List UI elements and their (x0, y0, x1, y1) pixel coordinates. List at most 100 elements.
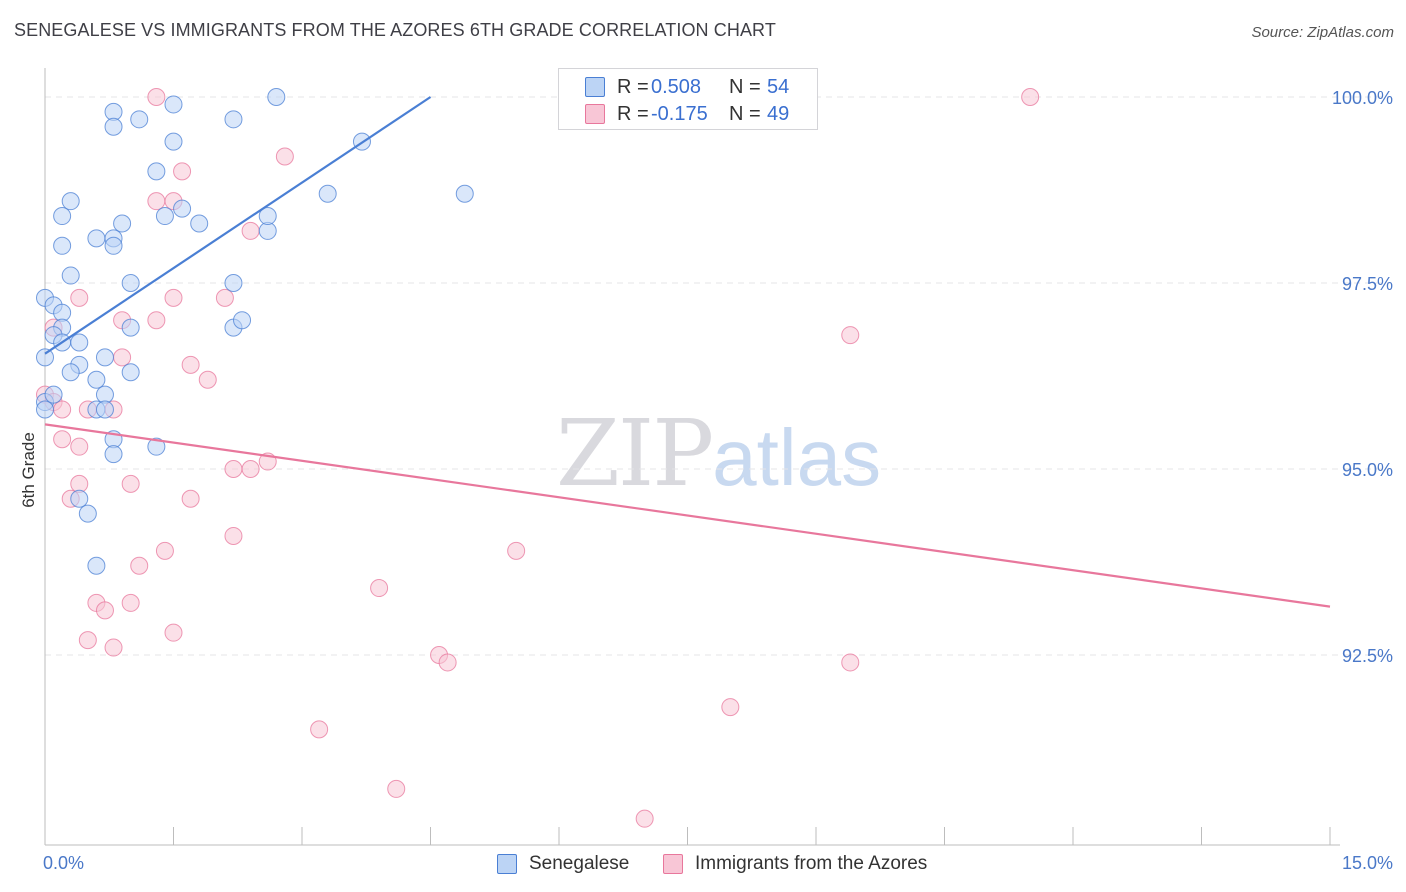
bottom-legend-label: Immigrants from the Azores (695, 853, 928, 874)
legend-row-senegalese: R = 0.508 N = 54 (585, 75, 789, 99)
azores-point (164, 623, 183, 642)
senegalese-point (95, 400, 114, 419)
legend-row-azores: R = -0.175 N = 49 (585, 102, 789, 126)
legend-r-value: -0.175 (651, 102, 708, 125)
y-tick-label: 100.0% (1332, 88, 1393, 108)
azores-point (215, 288, 234, 307)
legend-r-value: 0.508 (651, 75, 702, 98)
senegalese-point (61, 266, 80, 285)
azores-point (121, 474, 140, 493)
azores-point (310, 720, 329, 739)
bottom-legend-azores: Immigrants from the Azores (663, 852, 927, 876)
y-axis-label: 6th Grade (19, 432, 38, 508)
watermark-atlas: atlas (712, 413, 882, 502)
senegalese-point (104, 236, 123, 255)
x-tick-label: 15.0% (1342, 853, 1393, 873)
azores-point (841, 653, 860, 672)
senegalese-point (61, 192, 80, 211)
azores-point (173, 162, 192, 181)
axes (44, 68, 1340, 846)
senegalese-point (164, 95, 183, 114)
senegalese-point (155, 207, 174, 226)
senegalese-point (147, 437, 166, 456)
y-tick-label: 92.5% (1342, 646, 1393, 666)
azores-point (181, 355, 200, 374)
senegalese-point (224, 274, 243, 292)
senegalese-point (87, 556, 106, 575)
azores-point (104, 638, 123, 657)
azores-point (370, 579, 389, 598)
azores-point (507, 541, 526, 560)
senegalese-point (147, 162, 166, 181)
azores-point (198, 370, 217, 389)
senegalese-point (53, 236, 72, 255)
azores-point (438, 653, 457, 672)
azores-point (53, 430, 72, 449)
legend-r-label: R = (617, 102, 649, 125)
azores-point (387, 779, 406, 798)
legend-swatch-pink (585, 104, 605, 124)
senegalese-point (233, 311, 252, 330)
senegalese-point (53, 207, 72, 226)
legend-n-value: 49 (767, 102, 790, 125)
senegalese-point (87, 229, 106, 248)
senegalese-point (121, 274, 140, 292)
azores-point (113, 348, 132, 367)
legend-r-label: R = (617, 75, 649, 98)
source-label: Source: ZipAtlas.com (1251, 24, 1394, 41)
y-tick-label: 95.0% (1342, 460, 1393, 480)
azores-point (70, 437, 89, 456)
senegalese-point (173, 199, 192, 218)
azores-point (181, 489, 200, 508)
senegalese-point (121, 363, 140, 382)
watermark-zip: ZIP (556, 400, 714, 507)
x-tick-label: 0.0% (43, 853, 84, 873)
senegalese-point (130, 110, 149, 129)
senegalese-trend-line (44, 96, 432, 355)
senegalese-point (455, 184, 474, 203)
azores-point (224, 526, 243, 545)
senegalese-point (70, 489, 89, 508)
azores-point (147, 88, 166, 106)
senegalese-point (224, 110, 243, 129)
azores-point (721, 698, 740, 717)
correlation-legend: R = 0.508 N = 54 R = -0.175 N = 49 (558, 68, 818, 130)
tick-labels: 100.0% 97.5% 95.0% 92.5% 0.0% 15.0% (43, 88, 1393, 873)
azores-point (70, 288, 89, 307)
legend-n-label: N = (729, 102, 761, 125)
senegalese-point (258, 207, 277, 226)
azores-point (130, 556, 149, 575)
azores-point (224, 460, 243, 478)
bottom-legend-label: Senegalese (529, 853, 630, 874)
azores-point (841, 326, 860, 345)
azores-point (95, 601, 114, 620)
azores-point (147, 311, 166, 330)
senegalese-point (267, 88, 286, 106)
senegalese-point (61, 363, 80, 382)
senegalese-point (190, 214, 209, 233)
senegalese-point (36, 348, 54, 367)
azores-point (155, 541, 174, 560)
senegalese-point (95, 348, 114, 367)
bottom-legend-senegalese: Senegalese (497, 852, 629, 876)
azores-point (53, 400, 72, 419)
azores-point (241, 460, 260, 478)
trend-lines (44, 96, 1331, 608)
bottom-legend-swatch-blue (497, 854, 517, 874)
senegalese-point (121, 318, 140, 337)
azores-point (241, 221, 260, 240)
bottom-legend-swatch-pink (663, 854, 683, 874)
y-tick-label: 97.5% (1342, 274, 1393, 294)
azores-point (635, 809, 654, 828)
azores-trend-line (44, 423, 1331, 608)
legend-swatch-blue (585, 77, 605, 97)
senegalese-point (318, 184, 337, 203)
senegalese-point (70, 333, 89, 352)
senegalese-point (113, 214, 132, 233)
chart-title: SENEGALESE VS IMMIGRANTS FROM THE AZORES… (14, 20, 776, 40)
gridlines (45, 96, 1390, 656)
series-azores-points (36, 88, 1040, 828)
zipatlas-watermark: ZIPatlas (556, 400, 881, 507)
azores-point (78, 631, 97, 650)
